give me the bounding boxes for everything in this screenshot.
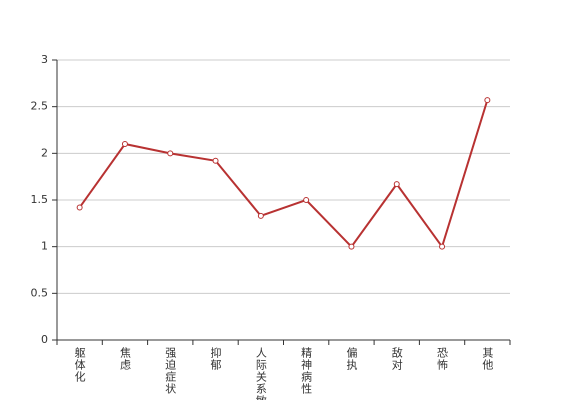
x-tick-label: 偏执 xyxy=(345,346,358,371)
y-tick-label: 0 xyxy=(41,333,48,346)
point xyxy=(212,157,219,164)
y-tick-label: 2 xyxy=(41,146,48,159)
point xyxy=(393,181,400,188)
y-tick-label: 3 xyxy=(41,53,48,66)
x-tick-label: 敌对 xyxy=(390,346,403,371)
point xyxy=(484,97,491,104)
x-tick-label: 人际关系敏感 xyxy=(254,347,267,400)
x-tick-label: 恐怖 xyxy=(436,347,449,371)
line xyxy=(78,99,489,249)
x-tick-label: 其他 xyxy=(481,347,494,371)
x-tick-label: 精神病性 xyxy=(300,347,313,395)
x-tick-label: 躯体化 xyxy=(73,347,86,383)
point xyxy=(121,141,128,147)
point xyxy=(76,204,83,211)
x-tick-label: 强迫症状 xyxy=(164,347,177,395)
y-tick-label: 2.5 xyxy=(31,100,49,113)
point xyxy=(439,243,446,250)
x-tick-label: 抑郁 xyxy=(209,346,222,371)
point xyxy=(348,243,355,250)
y-tick-label: 0.5 xyxy=(31,286,49,299)
point xyxy=(303,197,310,203)
y-tick-label: 1.5 xyxy=(31,193,49,206)
x-tick-label: 焦虑 xyxy=(118,347,131,371)
point xyxy=(167,150,174,157)
y-tick-label: 1 xyxy=(41,240,48,253)
point xyxy=(257,212,264,219)
